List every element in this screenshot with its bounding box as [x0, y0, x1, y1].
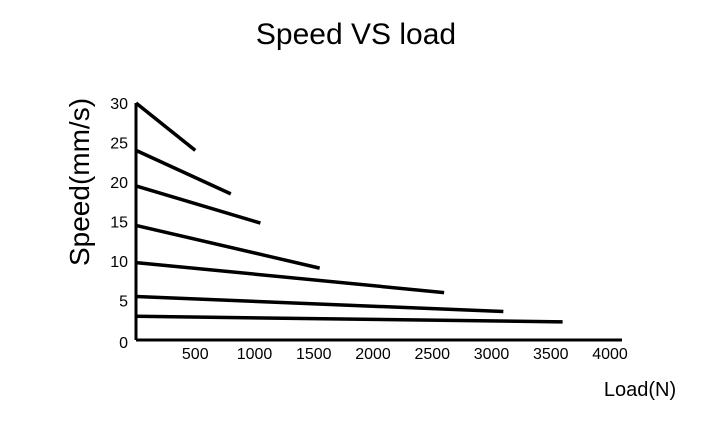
y-axis-label: Speed(mm/s): [64, 98, 95, 266]
y-tick-label-25: 25: [110, 136, 128, 153]
y-tick-label-5: 5: [119, 294, 128, 311]
series-line-4: [135, 223, 321, 270]
series-line-1: [134, 101, 197, 152]
x-tick-label-1000: 1000: [237, 346, 273, 363]
y-tick-label-20: 20: [110, 175, 128, 192]
y-tick-label-10: 10: [110, 254, 128, 271]
chart-title: Speed VS load: [256, 18, 456, 51]
y-tick-label-15: 15: [110, 215, 128, 232]
series-line-6: [135, 294, 504, 314]
x-tick-label-500: 500: [182, 346, 209, 363]
y-tick-label-30: 30: [110, 96, 128, 113]
y-tick-label-0: 0: [119, 335, 128, 352]
x-axis-label: Load(N): [604, 379, 676, 401]
x-tick-labels: 500 1000 1500 2000 2500 3000 3500 4000: [182, 346, 628, 363]
series-line-7: [135, 314, 563, 324]
x-tick-label-3500: 3500: [533, 346, 569, 363]
series-line-5: [135, 260, 445, 295]
x-tick-label-3000: 3000: [474, 346, 510, 363]
series-line-2: [135, 148, 232, 196]
x-tick-label-2000: 2000: [355, 346, 391, 363]
x-tick-label-1500: 1500: [296, 346, 332, 363]
series-group: [134, 101, 563, 324]
series-line-3: [135, 184, 261, 225]
y-tick-labels: 0 5 10 15 20 25 30: [110, 96, 128, 352]
x-tick-label-2500: 2500: [414, 346, 450, 363]
x-tick-label-4000: 4000: [592, 346, 628, 363]
